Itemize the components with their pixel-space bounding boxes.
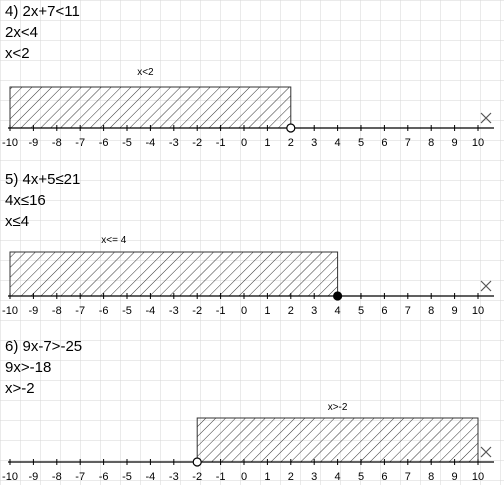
problem-5-step-1: 5) 4x+5≤21 (5, 171, 81, 188)
tick-label: 9 (452, 471, 458, 483)
tick-label: 6 (381, 137, 387, 149)
tick-label: 2 (288, 137, 294, 149)
tick-label: 8 (428, 471, 434, 483)
tick-label: 9 (452, 305, 458, 317)
tick-label: 0 (241, 305, 247, 317)
close-icon (480, 112, 492, 124)
number-line-6: x>-2-10 -9 -8 -7 -6 -5 -4 -3 -2 -1 0 1 2 3 4 5 6 7 8 9 10 (2, 402, 494, 483)
tick-label: 5 (358, 305, 364, 317)
tick-label: 2 (288, 305, 294, 317)
tick-label: 10 (472, 471, 484, 483)
closed-endpoint-dot (333, 291, 343, 301)
tick-label: -6 (99, 305, 109, 317)
tick-label: -10 (2, 471, 18, 483)
tick-label: 0 (241, 137, 247, 149)
tick-label: 7 (405, 305, 411, 317)
tick-label: -7 (75, 305, 85, 317)
tick-label: 9 (452, 137, 458, 149)
tick-label: -4 (146, 305, 156, 317)
tick-label: -6 (99, 471, 109, 483)
tick-label: -3 (169, 137, 179, 149)
solution-region (9, 251, 339, 297)
problem-4-step-1: 4) 2x+7<11 (5, 3, 80, 20)
problem-6-step-3: x>-2 (5, 380, 35, 397)
tick-label: 5 (358, 137, 364, 149)
problem-5-step-3: x≤4 (5, 213, 30, 230)
tick-label: 4 (335, 471, 341, 483)
tick-label: -7 (75, 471, 85, 483)
tick-label: -8 (52, 471, 62, 483)
tick-label: 10 (472, 137, 484, 149)
open-endpoint-dot (192, 457, 202, 467)
solution-region (196, 417, 479, 463)
tick-label: 4 (335, 305, 341, 317)
close-icon (480, 280, 492, 292)
tick-label: -10 (2, 137, 18, 149)
tick-label: 7 (405, 137, 411, 149)
tick-label: -4 (146, 137, 156, 149)
region-caption: x<= 4 (101, 235, 126, 246)
close-icon (480, 446, 492, 458)
tick-label: -9 (29, 137, 39, 149)
tick-label: 3 (311, 305, 317, 317)
tick-label: 0 (241, 471, 247, 483)
tick-label: -10 (2, 305, 18, 317)
number-line-5: x<= 4-10 -9 -8 -7 -6 -5 -4 -3 -2 -1 0 1 2 3 4 5 6 7 8 9 10 (2, 235, 494, 317)
tick-label: 10 (472, 305, 484, 317)
solution-region (9, 86, 292, 129)
tick-label: 6 (381, 305, 387, 317)
tick-label: -1 (216, 137, 226, 149)
tick-label: 1 (264, 137, 270, 149)
problem-5-step-2: 4x≤16 (5, 192, 46, 209)
tick-label: 8 (428, 137, 434, 149)
problem-6-step-1: 6) 9x-7>-25 (5, 338, 83, 355)
problem-4-step-2: 2x<4 (5, 24, 38, 41)
tick-label: -9 (29, 471, 39, 483)
tick-label: -4 (146, 471, 156, 483)
tick-label: -3 (169, 305, 179, 317)
tick-label: -5 (122, 305, 132, 317)
tick-label: 7 (405, 471, 411, 483)
tick-label: -8 (52, 305, 62, 317)
tick-label: 6 (381, 471, 387, 483)
tick-label: 4 (335, 137, 341, 149)
tick-label: 5 (358, 471, 364, 483)
number-line-4: x<2-10 -9 -8 -7 -6 -5 -4 -3 -2 -1 0 1 2 3 4 5 6 7 8 9 10 (2, 67, 494, 149)
problem-6-step-2: 9x>-18 (5, 359, 52, 376)
tick-label: 3 (311, 471, 317, 483)
region-caption: x<2 (137, 67, 154, 78)
tick-label: -6 (99, 137, 109, 149)
tick-label: -8 (52, 137, 62, 149)
tick-label: -2 (192, 471, 202, 483)
tick-label: -1 (216, 471, 226, 483)
open-endpoint-dot (286, 123, 296, 133)
tick-label: -2 (192, 305, 202, 317)
tick-label: 1 (264, 305, 270, 317)
tick-label: 1 (264, 471, 270, 483)
region-caption: x>-2 (328, 402, 348, 413)
tick-label: 8 (428, 305, 434, 317)
tick-label: -7 (75, 137, 85, 149)
tick-label: -5 (122, 471, 132, 483)
tick-label: -2 (192, 137, 202, 149)
tick-label: 2 (288, 471, 294, 483)
tick-label: -5 (122, 137, 132, 149)
tick-label: -1 (216, 305, 226, 317)
tick-label: -3 (169, 471, 179, 483)
tick-label: 3 (311, 137, 317, 149)
tick-label: -9 (29, 305, 39, 317)
problem-4-step-3: x<2 (5, 45, 30, 62)
